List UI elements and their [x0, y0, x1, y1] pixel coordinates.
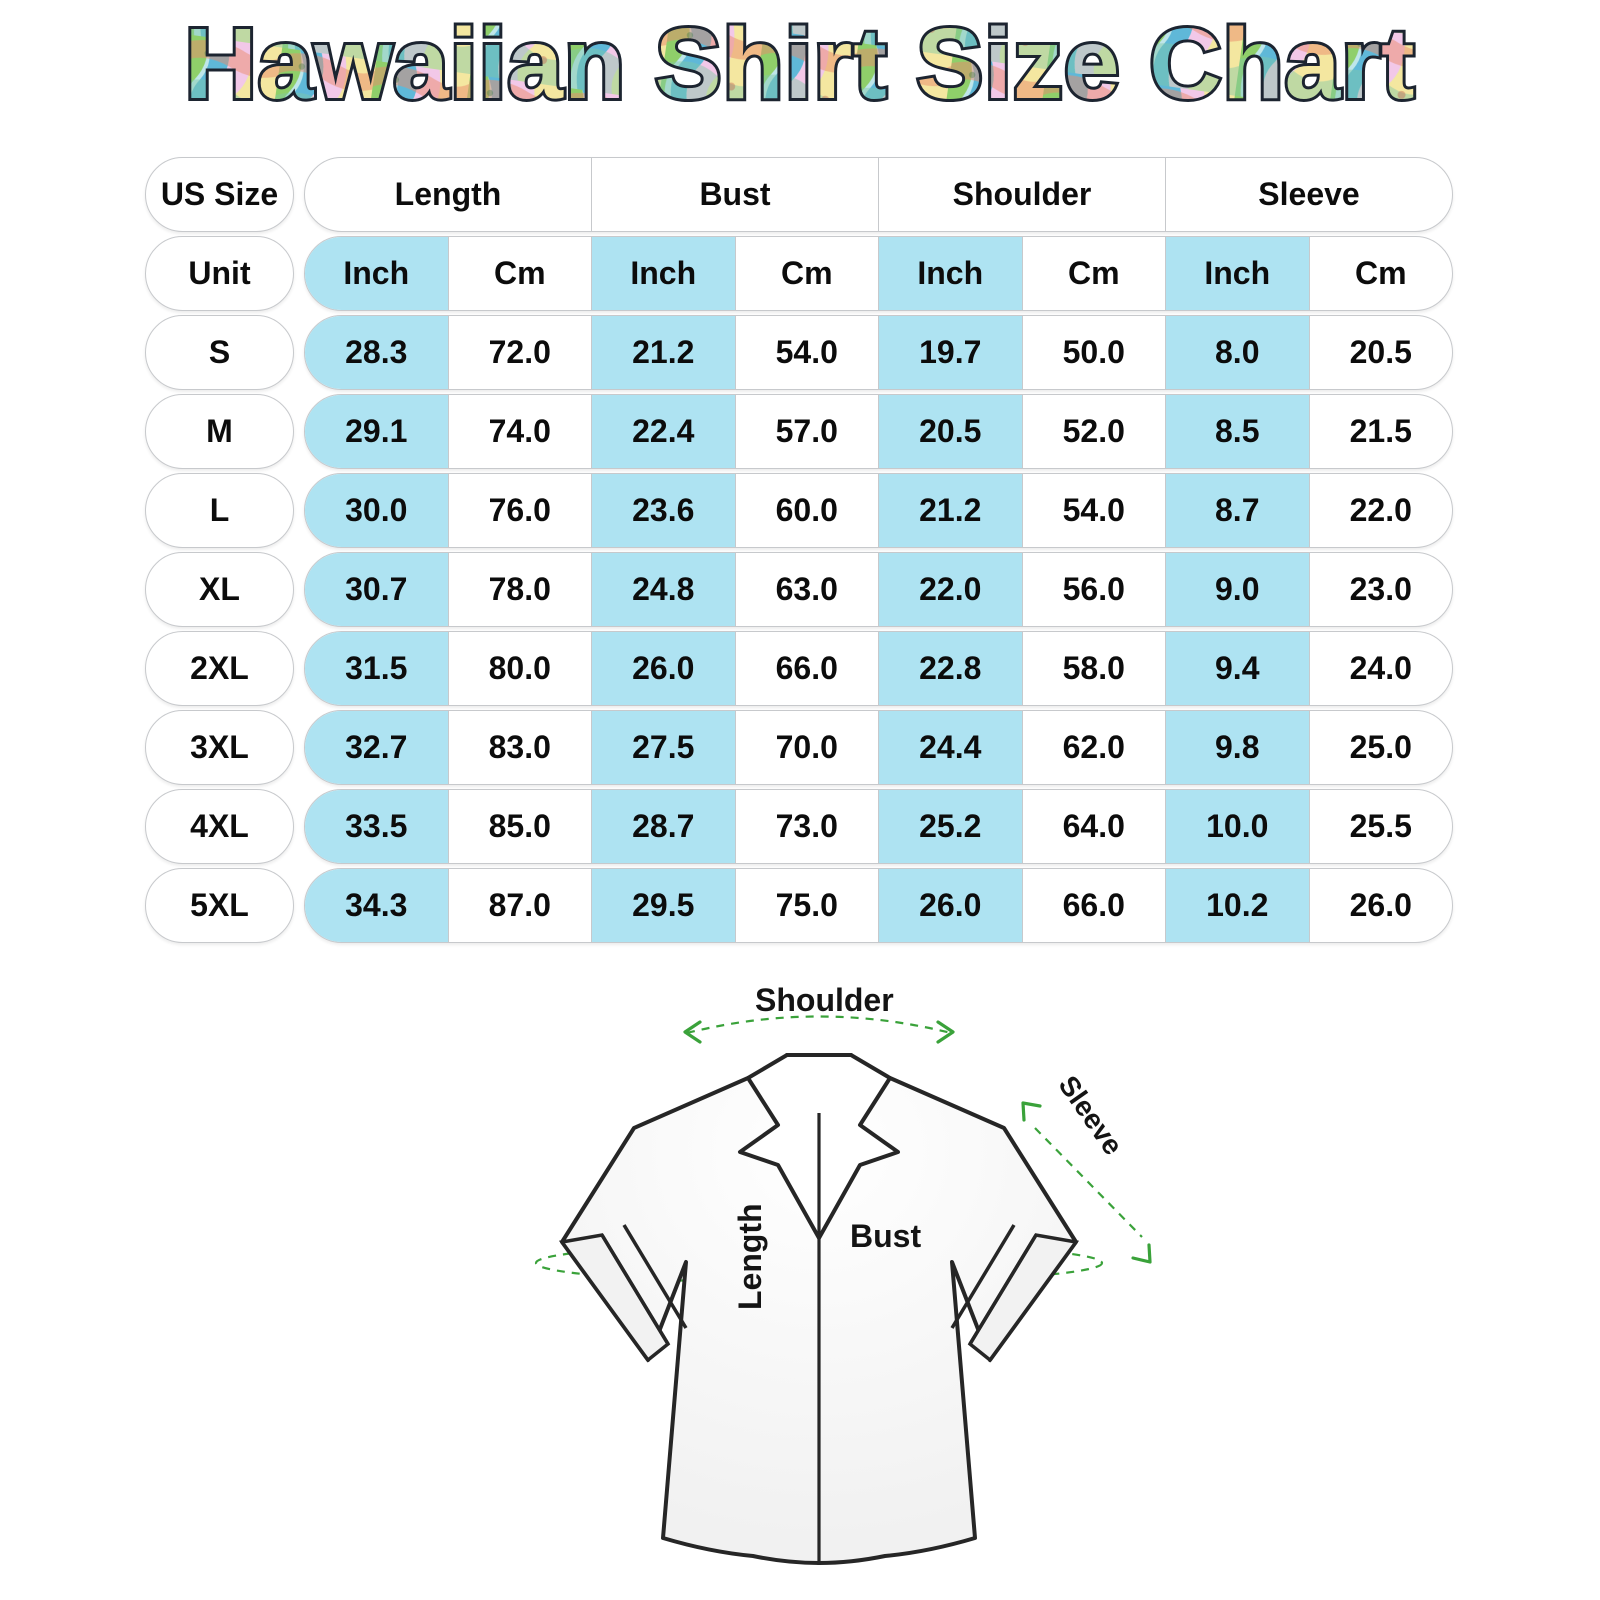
svg-text:Hawaiian Shirt Size Chart: Hawaiian Shirt Size Chart: [185, 8, 1416, 120]
